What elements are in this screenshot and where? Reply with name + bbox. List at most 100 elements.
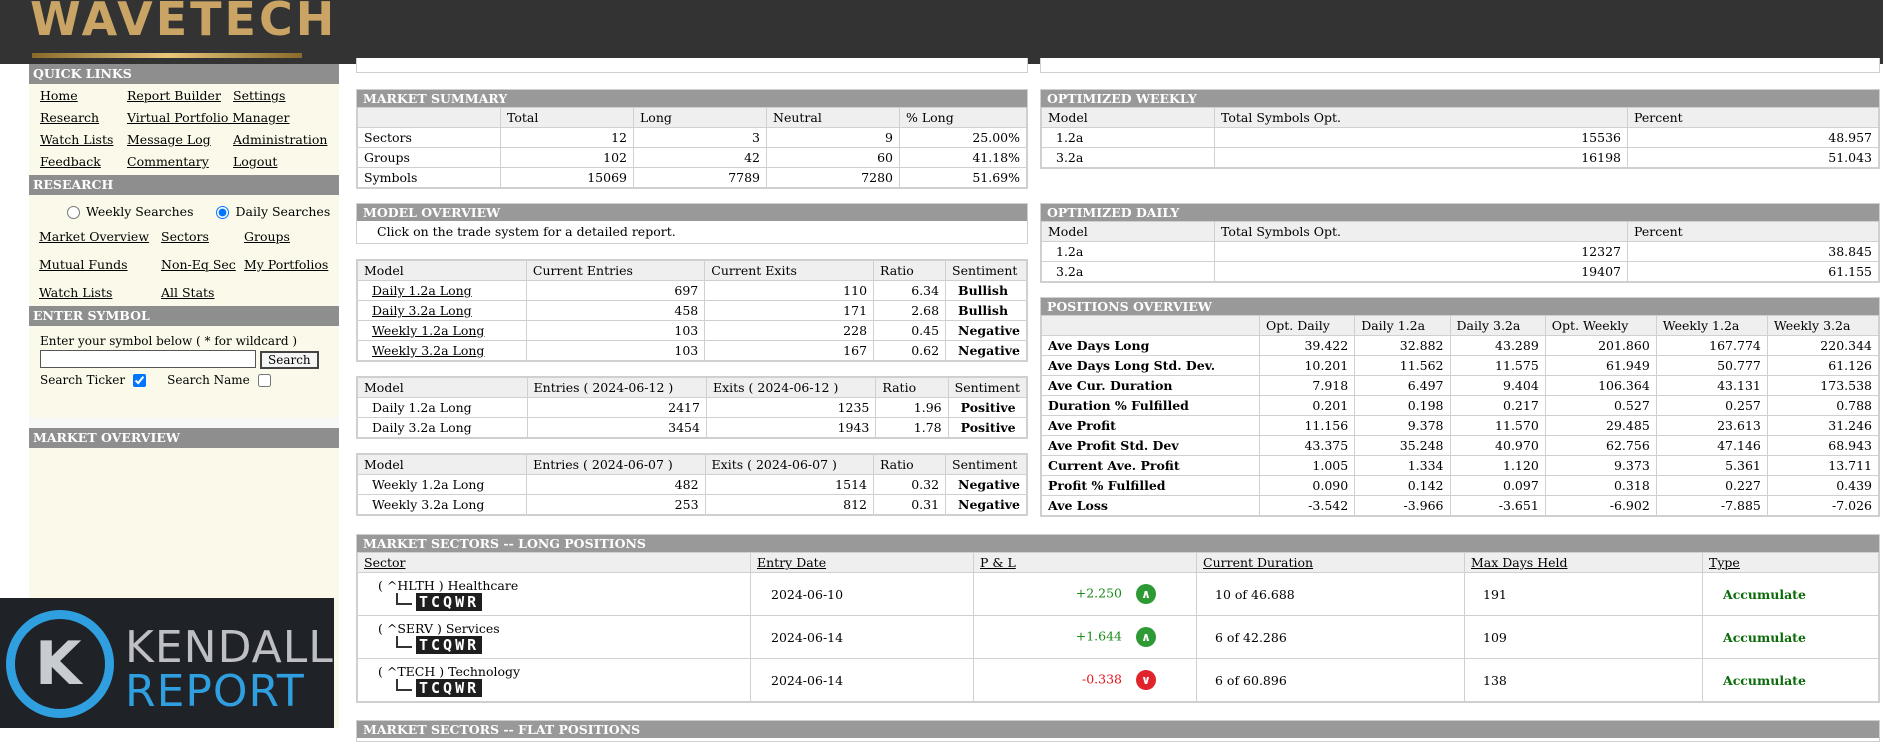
column-header-max-days-held[interactable]: Max Days Held [1464,552,1703,573]
tcqwr-buttons[interactable]: TCQWR [416,678,483,697]
column-header-current-duration[interactable]: Current Duration [1196,552,1465,573]
table-cell: 697 [525,280,706,301]
link-watch-lists[interactable]: Watch Lists [40,132,114,147]
daily-searches-option[interactable]: Daily Searches [211,203,330,219]
tcqwr-buttons[interactable]: TCQWR [416,635,483,654]
sort-link-p-l[interactable]: P & L [980,555,1016,570]
link-virtual-portfolio-manager[interactable]: Virtual Portfolio Manager [127,110,290,125]
header-row: Sector Entry Date P & L Current Duration Max… [357,552,1879,573]
table-cell: 0.217 [1449,395,1546,416]
weekly-radio[interactable] [67,206,80,219]
table-row: Ave Cur. Duration 7.918 6.497 9.404 106.364 4… [1041,375,1880,396]
column-header-entry-date[interactable]: Entry Date [750,552,974,573]
link-research[interactable]: Research [40,110,100,125]
search-ticker-checkbox[interactable] [133,373,147,387]
kr-emblem-icon: K [6,610,114,718]
column-header-sector[interactable]: Sector [357,552,751,573]
sidebar-panel: QUICK LINKS Home Report Builder Settings Re… [29,64,339,418]
cut-panel-right [1040,58,1880,73]
sector-name[interactable]: ( ^TECH ) Technology [378,663,521,679]
model-link-daily-1-2a-long[interactable]: Daily 1.2a Long [372,283,472,298]
column-header: Neutral [766,107,900,128]
link-commentary[interactable]: Commentary [127,154,209,169]
link-administration[interactable]: Administration [233,132,328,147]
column-header: Ratio [873,260,947,281]
model-link-weekly-1-2a-long[interactable]: Weekly 1.2a Long [372,323,485,338]
table-cell: 3454 [526,417,707,438]
positions-overview-table: Opt. Daily Daily 1.2a Daily 3.2a Opt. Weekl… [1041,315,1880,516]
row-label: Profit % Fulfilled [1041,475,1260,496]
daily-radio[interactable] [216,206,230,219]
column-header-p-l[interactable]: P & L [973,552,1197,573]
wavetech-logo[interactable]: WAVETECH [30,0,338,46]
model-link-daily-3-2a-long[interactable]: Daily 3.2a Long [372,303,472,318]
header-row: Model Total Symbols Opt. Percent [1041,107,1879,128]
column-header: Model [1041,107,1215,128]
table-cell: 1.120 [1449,455,1546,476]
link-logout[interactable]: Logout [233,154,278,169]
table-row: Weekly 3.2a Long 103 167 0.62 Negative [357,340,1027,361]
link-message-log[interactable]: Message Log [127,132,211,147]
market-overview-heading: MARKET OVERVIEW [29,428,339,448]
sort-link-max-days-held[interactable]: Max Days Held [1471,555,1568,570]
model-current-table: Model Current Entries Current Exits Ratio Se… [357,260,1027,361]
weekly-searches-option[interactable]: Weekly Searches [62,203,193,219]
column-header: Model [357,377,528,398]
link-feedback[interactable]: Feedback [40,154,101,169]
sort-link-current-duration[interactable]: Current Duration [1203,555,1314,570]
table-row: Daily 1.2a Long 2417 1235 1.96 Positive [357,397,1028,418]
link-report-builder[interactable]: Report Builder [127,88,221,103]
sort-link-sector[interactable]: Sector [364,555,406,570]
table-cell: 0.31 [872,494,947,515]
table-cell: 15536 [1214,127,1628,148]
column-header: Weekly 1.2a [1655,315,1768,336]
link-sectors[interactable]: Sectors [161,229,209,244]
tcqwr-buttons[interactable]: TCQWR [416,592,483,611]
table-cell: 11.575 [1449,355,1546,376]
symbol-input[interactable] [40,350,256,368]
table-cell: Positive [947,397,1028,418]
model-overview-panel: MODEL OVERVIEW Click on the trade system… [356,203,1028,244]
positions-overview-heading: POSITIONS OVERVIEW [1041,298,1879,315]
kendall-report-logo: K KENDALL REPORT [0,598,334,728]
link-market-overview[interactable]: Market Overview [39,229,150,244]
link-settings[interactable]: Settings [233,88,286,103]
link-all-stats[interactable]: All Stats [161,285,215,300]
column-header-type[interactable]: Type [1702,552,1879,573]
sector-name[interactable]: ( ^SERV ) Services [378,620,500,636]
row-label: 1.2a [1041,241,1215,262]
table-cell: 253 [526,494,706,515]
table-row: Current Ave. Profit 1.005 1.334 1.120 9.373 5… [1041,455,1880,476]
column-header: Opt. Daily [1258,315,1356,336]
table-cell: 103 [525,340,706,361]
link-mutual-funds[interactable]: Mutual Funds [39,257,128,272]
link-my-portfolios[interactable]: My Portfolios [244,257,329,272]
link-watch-lists[interactable]: Watch Lists [39,285,113,300]
table-cell: Negative [945,494,1027,515]
table-cell: 60 [766,147,900,168]
search-button[interactable]: Search [260,350,319,369]
link-home[interactable]: Home [40,88,78,103]
link-non-eq-sec[interactable]: Non-Eq Sec [161,257,236,272]
table-cell: 0.32 [872,474,947,495]
model-link-weekly-3-2a-long[interactable]: Weekly 3.2a Long [372,343,485,358]
search-name-checkbox[interactable] [257,373,271,387]
link-groups[interactable]: Groups [244,229,290,244]
table-row: 3.2a 19407 61.155 [1041,261,1879,282]
sector-name[interactable]: ( ^HLTH ) Healthcare [378,577,519,593]
header-row: Opt. Daily Daily 1.2a Daily 3.2a Opt. Weekl… [1041,315,1880,336]
model-daily-table: Model Entries ( 2024-06-12 ) Exits ( 2024-… [357,377,1028,438]
column-header: Sentiment [945,454,1027,475]
table-cell: 171 [704,300,875,321]
model-daily-panel: Model Entries ( 2024-06-12 ) Exits ( 2024-… [356,376,1028,439]
quick-links: Home Report Builder Settings Research Virtua… [29,84,339,169]
sort-link-type[interactable]: Type [1709,555,1740,570]
table-cell: Bullish [945,280,1027,301]
table-cell: 42 [633,147,767,168]
sort-link-entry-date[interactable]: Entry Date [757,555,827,570]
sector-cell: ( ^SERV ) Services TCQWR [357,615,751,659]
table-cell: 51.043 [1627,147,1879,168]
table-cell: -3.966 [1354,495,1451,516]
weekly-label: Weekly Searches [86,203,194,219]
table-cell: 39.422 [1258,335,1356,356]
